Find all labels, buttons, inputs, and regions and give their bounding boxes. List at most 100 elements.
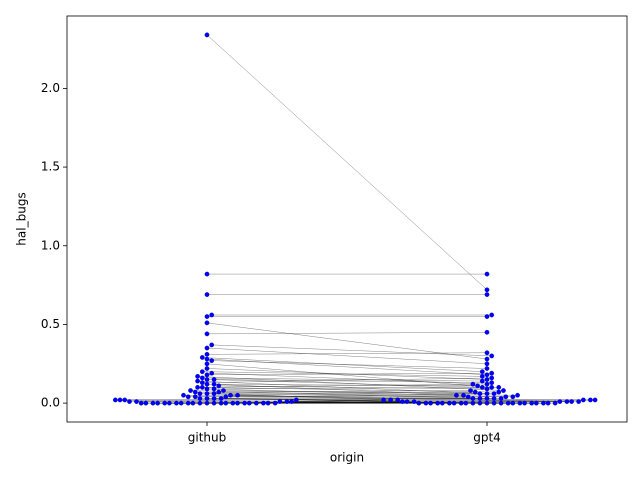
- pair-line: [206, 379, 483, 388]
- pair-line: [206, 373, 492, 375]
- point: [484, 366, 490, 371]
- point: [209, 312, 215, 318]
- point: [230, 400, 236, 406]
- point: [498, 400, 504, 406]
- point: [216, 389, 222, 395]
- point: [529, 400, 535, 406]
- point: [447, 400, 452, 406]
- point: [484, 391, 490, 397]
- point: [470, 400, 476, 406]
- point: [576, 399, 582, 404]
- point: [190, 400, 196, 406]
- point: [484, 292, 490, 297]
- point: [484, 329, 490, 335]
- point: [246, 400, 252, 406]
- point: [265, 400, 271, 406]
- point: [479, 385, 485, 390]
- point: [127, 399, 132, 404]
- point: [221, 388, 226, 393]
- pair-line: [124, 398, 502, 401]
- point: [489, 312, 495, 318]
- point: [503, 394, 509, 400]
- point: [185, 394, 191, 400]
- point: [423, 400, 429, 406]
- point: [477, 396, 483, 401]
- point: [204, 271, 210, 277]
- point: [204, 381, 210, 387]
- point: [435, 400, 440, 406]
- point: [416, 400, 422, 406]
- point: [197, 396, 203, 401]
- point: [185, 400, 191, 406]
- point: [411, 399, 417, 404]
- point: [484, 271, 490, 277]
- point: [204, 356, 210, 362]
- point: [592, 397, 598, 403]
- point: [211, 391, 217, 397]
- pair-line: [202, 357, 483, 372]
- point: [477, 400, 483, 406]
- point: [228, 392, 233, 398]
- point: [451, 400, 457, 406]
- point: [211, 377, 217, 382]
- point: [261, 400, 266, 406]
- point: [197, 400, 203, 406]
- point: [484, 314, 490, 319]
- point: [204, 361, 210, 367]
- point: [541, 400, 546, 406]
- pair-line: [218, 385, 488, 390]
- point: [477, 391, 483, 397]
- point: [501, 388, 506, 393]
- point: [150, 400, 156, 406]
- point: [588, 397, 593, 403]
- point: [289, 399, 294, 404]
- point: [117, 397, 123, 403]
- point: [167, 400, 172, 406]
- point: [510, 394, 516, 400]
- pair-line: [211, 360, 488, 369]
- point: [211, 396, 217, 401]
- point: [484, 287, 490, 293]
- point: [113, 397, 118, 403]
- point: [505, 400, 511, 406]
- point: [395, 397, 401, 403]
- pair-line: [206, 34, 488, 290]
- pair-line: [206, 332, 488, 335]
- point: [439, 400, 445, 406]
- point: [484, 361, 490, 367]
- point: [484, 372, 490, 378]
- point: [458, 400, 464, 406]
- point: [284, 399, 290, 404]
- point: [223, 394, 229, 400]
- pair-line: [286, 399, 384, 402]
- point: [381, 397, 386, 403]
- point: [545, 400, 551, 406]
- point: [388, 397, 393, 403]
- point: [454, 392, 459, 398]
- point: [479, 378, 485, 384]
- point: [489, 380, 495, 386]
- y-tick-label: 1.5: [41, 160, 60, 174]
- point: [400, 399, 405, 404]
- point: [223, 400, 229, 406]
- point: [242, 400, 247, 406]
- point: [204, 331, 210, 337]
- point: [204, 386, 210, 392]
- point: [479, 369, 485, 374]
- pair-line: [296, 399, 567, 402]
- pair-line: [202, 387, 499, 393]
- point: [484, 386, 490, 392]
- point: [204, 351, 210, 357]
- point: [138, 400, 144, 406]
- point: [533, 400, 539, 406]
- point: [204, 372, 210, 378]
- point: [155, 400, 160, 406]
- point: [209, 342, 215, 348]
- pair-line: [211, 373, 488, 385]
- y-tick-label: 0.0: [41, 396, 60, 410]
- point: [197, 391, 203, 397]
- point: [204, 345, 210, 351]
- pair-line: [223, 390, 495, 394]
- point: [209, 358, 215, 363]
